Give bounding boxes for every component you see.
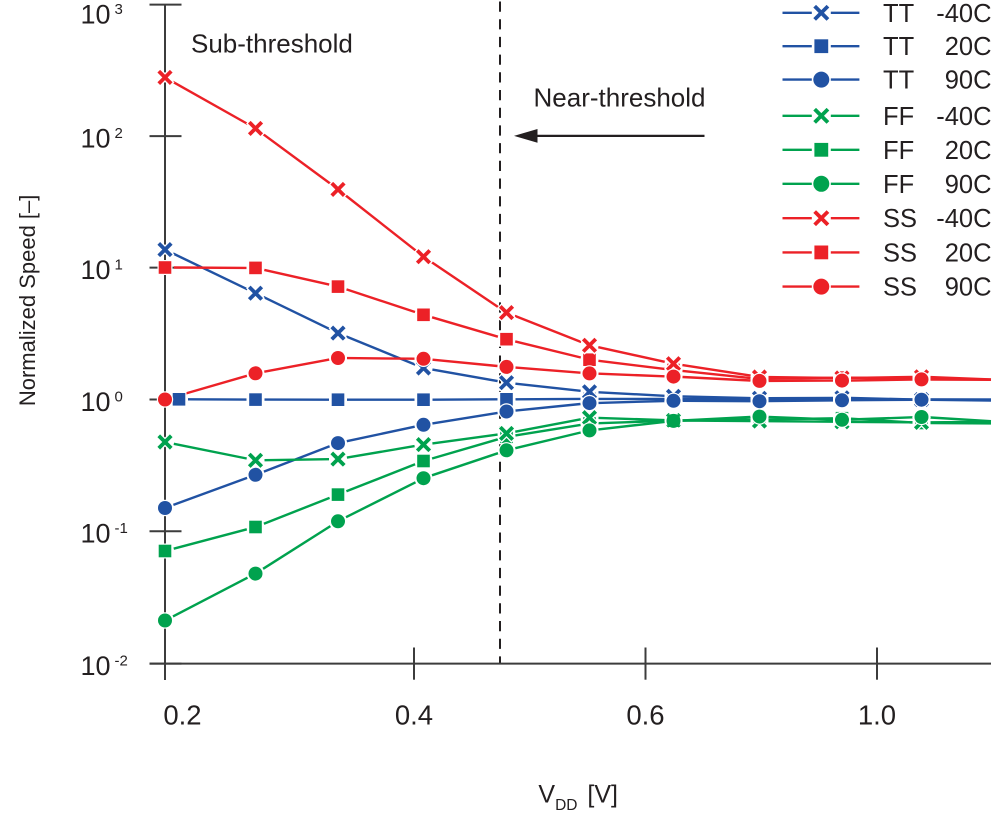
svg-text:20C: 20C (945, 33, 992, 61)
svg-text:0: 0 (115, 389, 123, 406)
svg-text:10: 10 (80, 387, 110, 417)
svg-text:TT: TT (883, 67, 914, 95)
svg-text:Near-threshold: Near-threshold (534, 83, 706, 113)
svg-text:10: 10 (80, 255, 110, 285)
svg-text:0.2: 0.2 (163, 700, 201, 731)
svg-text:20C: 20C (945, 239, 992, 267)
svg-text:90C: 90C (945, 274, 992, 302)
svg-text:10: 10 (80, 0, 110, 29)
svg-text:TT: TT (883, 33, 914, 61)
svg-text:3: 3 (115, 1, 123, 18)
svg-text:-40C: -40C (936, 103, 991, 131)
svg-text:Sub-threshold: Sub-threshold (191, 29, 353, 59)
svg-text:FF: FF (883, 103, 914, 131)
svg-text:10: 10 (80, 124, 110, 154)
svg-text:FF: FF (883, 171, 914, 199)
svg-text:TT: TT (883, 0, 914, 28)
svg-text:SS: SS (883, 205, 917, 233)
svg-text:FF: FF (883, 137, 914, 165)
svg-text:1.0: 1.0 (858, 700, 896, 731)
svg-text:90C: 90C (945, 67, 992, 95)
svg-text:90C: 90C (945, 171, 992, 199)
svg-text:SS: SS (883, 274, 917, 302)
svg-text:-40C: -40C (936, 0, 991, 28)
svg-text:SS: SS (883, 239, 917, 267)
svg-text:0.6: 0.6 (626, 700, 664, 731)
svg-text:10: 10 (80, 519, 110, 549)
svg-text:20C: 20C (945, 137, 992, 165)
svg-text:Normalized Speed [–]: Normalized Speed [–] (15, 195, 40, 407)
svg-text:2: 2 (115, 125, 123, 142)
svg-text:1: 1 (115, 257, 123, 274)
svg-text:-40C: -40C (936, 205, 991, 233)
svg-text:10: 10 (80, 651, 110, 681)
svg-text:-1: -1 (115, 520, 128, 537)
svg-text:-2: -2 (115, 653, 128, 670)
svg-text:0.4: 0.4 (395, 700, 433, 731)
